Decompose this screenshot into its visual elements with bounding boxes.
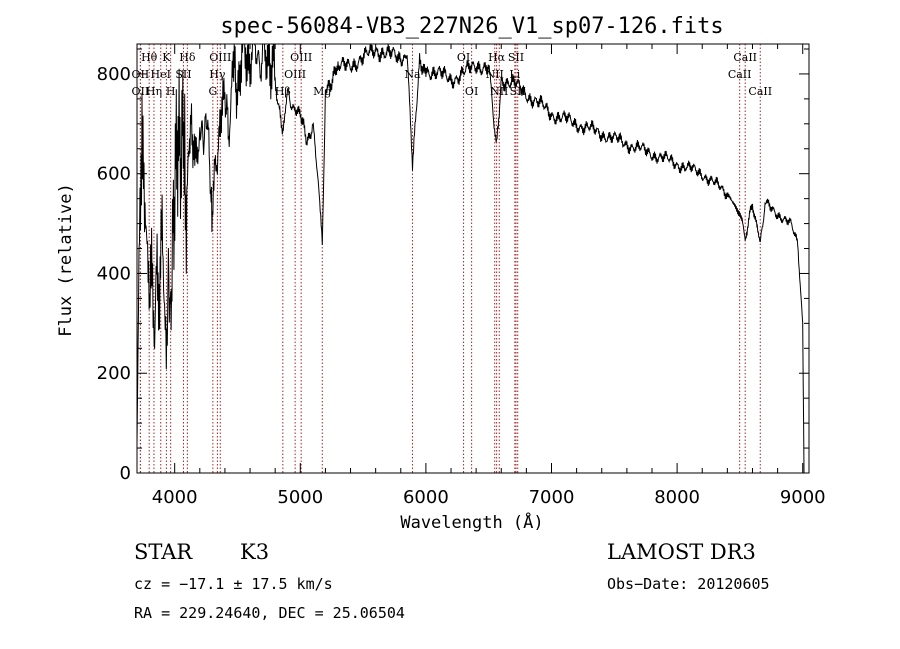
y-tick-label: 600 <box>97 164 131 185</box>
y-tick-label: 200 <box>97 363 131 384</box>
spectral-line-label: Mg <box>313 85 331 98</box>
flux-series-line <box>136 43 805 474</box>
y-tick-label: 0 <box>120 463 131 484</box>
x-tick-label: 8000 <box>654 487 700 508</box>
x-tick-label: 5000 <box>277 487 323 508</box>
redshift-cz: cz = −17.1 ± 17.5 km/s <box>134 575 333 593</box>
chart-title: spec-56084-VB3_227N26_V1_sp07-126.fits <box>220 14 723 39</box>
spectral-line-label: Hγ <box>209 68 226 81</box>
spectral-line-label: Hδ <box>179 51 196 64</box>
object-subclass: K3 <box>240 540 270 564</box>
y-tick-label: 800 <box>97 64 131 85</box>
x-tick-label: 9000 <box>780 487 826 508</box>
spectral-line-label: Li <box>509 68 520 81</box>
y-axis-label: Flux (relative) <box>56 183 76 337</box>
axis-ticks: 4000 5000 6000 7000 8000 9000 0 200 400 600 800 <box>97 44 826 508</box>
x-axis-label: Wavelength (Å) <box>400 511 543 533</box>
spectral-line-label: SII <box>508 51 524 64</box>
spectral-line-label: HeI <box>151 68 171 81</box>
spectral-line-markers <box>139 44 761 473</box>
spectral-line-label: CaII <box>733 51 757 64</box>
spectral-line-label: OII <box>132 68 150 81</box>
obs-date: Obs−Date: 20120605 <box>607 575 770 593</box>
spectral-line-label: Hθ <box>141 51 158 64</box>
x-tick-label: 6000 <box>403 487 449 508</box>
spectral-line-label: G <box>208 85 217 98</box>
plot-frame <box>136 43 810 474</box>
spectral-line-label: Hα <box>488 51 506 64</box>
y-tick-label: 400 <box>97 263 131 284</box>
spectral-line-label: OIII <box>290 51 312 64</box>
spectral-line-label: OIII <box>209 51 231 64</box>
spectral-line-label: K <box>162 51 171 64</box>
x-tick-label: 4000 <box>152 487 198 508</box>
spectral-line-label: CaII <box>748 85 772 98</box>
x-tick-label: 7000 <box>529 487 575 508</box>
spectral-line-label: H <box>166 85 176 98</box>
spectral-line-label: OII <box>132 85 150 98</box>
spectral-line-label: CaII <box>728 68 752 81</box>
spectral-line-label: OI <box>465 85 478 98</box>
ra-dec-coordinates: RA = 229.24640, DEC = 25.06504 <box>134 604 405 622</box>
spectral-line-label: Hη <box>146 85 162 98</box>
object-class: STAR <box>134 540 193 564</box>
spectral-line-label: SII <box>175 68 191 81</box>
spectral-line-label: OIII <box>284 68 306 81</box>
survey-name: LAMOST DR3 <box>607 540 756 564</box>
